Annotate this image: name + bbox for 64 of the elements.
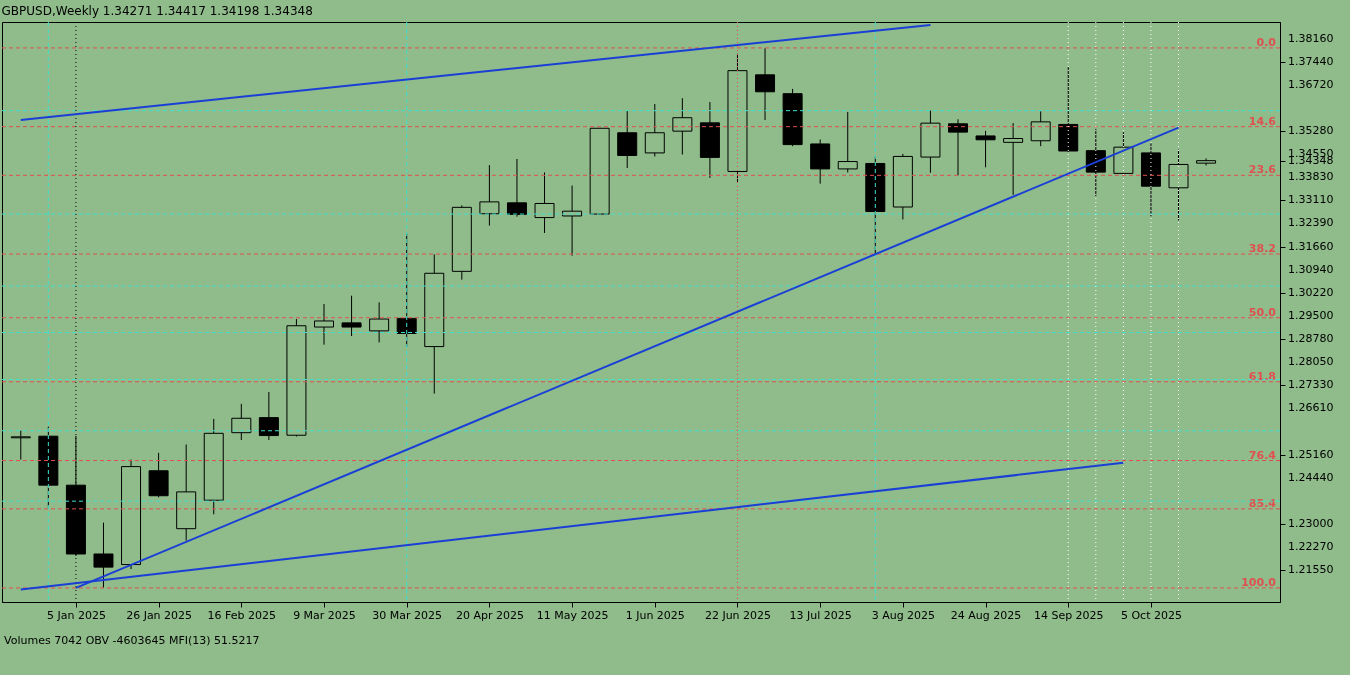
y-tick-label: 1.23000 (1288, 516, 1334, 530)
y-tick-label: 1.36720 (1288, 77, 1334, 91)
x-tick-label: 11 May 2025 (536, 608, 609, 622)
y-tick-label: 1.38160 (1288, 31, 1334, 45)
y-tick-label: 1.35280 (1288, 123, 1334, 137)
candlestick (314, 303, 334, 346)
y-tick-label: 1.21550 (1288, 563, 1334, 577)
candlestick (258, 391, 279, 441)
y-tick-label: 1.33830 (1288, 170, 1334, 184)
candlestick (369, 301, 390, 343)
y-tick-label: 1.37440 (1288, 54, 1334, 68)
candlestick (479, 164, 500, 227)
candlestick (1003, 122, 1024, 196)
x-tick-label: 3 Aug 2025 (871, 608, 936, 622)
text: Volumes 7042 OBV -4603645 MFI(13) 51.5217 (3, 633, 261, 649)
y-tick-label: 1.29500 (1288, 308, 1334, 322)
annotation: 14.6 (1248, 114, 1277, 128)
annotation: 76.4 (1248, 448, 1277, 462)
annotation: 85.4 (1248, 496, 1277, 510)
candlestick (1030, 110, 1051, 147)
candlestick (231, 403, 252, 441)
chart-title: GBPUSD,Weekly 1.34271 1.34417 1.34198 1.34348 (1, 3, 313, 18)
candlestick (948, 118, 968, 176)
y-tick-label: 1.26610 (1288, 401, 1334, 415)
x-tick-label: 24 Aug 2025 (950, 608, 1022, 622)
candlestick (672, 97, 693, 156)
candlestick (506, 158, 527, 218)
annotation: 38.2 (1248, 242, 1276, 256)
annotation: 50.0 (1248, 305, 1277, 319)
x-tick-label: 30 Mar 2025 (372, 608, 443, 622)
x-tick-label: 5 Jan 2025 (46, 608, 106, 622)
y-tick-label: 1.27330 (1288, 378, 1334, 392)
annotation: 23.6 (1248, 163, 1277, 177)
x-tick-label: 1 Jun 2025 (625, 608, 685, 622)
y-tick-label: 1.32390 (1288, 216, 1334, 230)
candlestick (10, 430, 31, 461)
x-tick-label: 16 Feb 2025 (207, 608, 277, 622)
x-tick-label: 14 Sep 2025 (1033, 608, 1104, 622)
y-tick-label: 1.24440 (1288, 470, 1334, 484)
candlestick (1168, 149, 1189, 221)
candlestick (837, 111, 858, 173)
candlestick (644, 103, 665, 157)
x-tick-label: 9 Mar 2025 (293, 608, 356, 622)
y-tick-label: 1.28050 (1288, 355, 1334, 369)
x-tick-label: 13 Jul 2025 (789, 608, 852, 622)
x-tick-label: 22 Jun 2025 (704, 608, 772, 622)
y-tick-label: 1.30220 (1288, 285, 1334, 299)
x-tick-label: 20 Apr 2025 (455, 608, 524, 622)
candlestick (755, 47, 776, 121)
annotation: 0.0 (1256, 35, 1277, 49)
x-tick-label: 5 Oct 2025 (1120, 608, 1182, 622)
candlestick (534, 171, 555, 234)
candlestick (93, 522, 114, 589)
y-tick-label: 1.22270 (1288, 540, 1334, 554)
y-tick-label: 1.31660 (1288, 239, 1334, 253)
candlestick (341, 295, 362, 337)
y-tick-label: 1.25160 (1288, 447, 1334, 461)
candlestick (975, 130, 996, 168)
y-tick-label: 1.30940 (1288, 262, 1334, 276)
candlestick (617, 110, 638, 169)
x-tick-label: 26 Jan 2025 (126, 608, 193, 622)
annotation: 100.0 (1241, 575, 1277, 589)
y-tick-label: 1.28780 (1288, 331, 1334, 345)
y-tick-label: 1.33110 (1288, 193, 1334, 207)
